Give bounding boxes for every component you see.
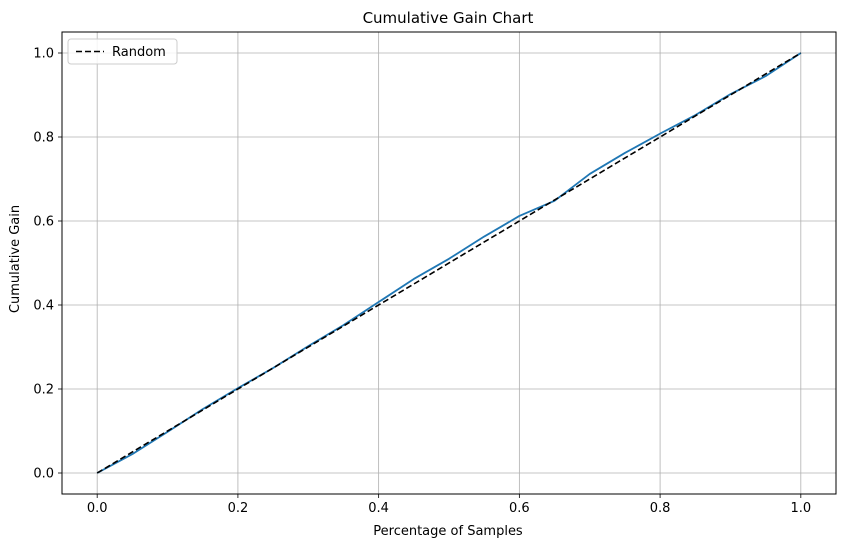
x-tick-label: 0.6 [509, 501, 530, 516]
y-tick-label: 1.0 [33, 47, 54, 62]
x-axis-ticks: 0.0 0.2 0.4 0.6 0.8 1.0 [87, 494, 811, 516]
chart-title: Cumulative Gain Chart [363, 9, 534, 27]
legend-box [67, 38, 178, 65]
plot-frame [61, 31, 837, 495]
y-tick-label: 0.0 [33, 467, 54, 482]
x-tick-label: 0.2 [228, 501, 249, 516]
y-axis-label: Cumulative Gain [8, 205, 23, 313]
series-layer [96, 52, 802, 474]
y-tick-label: 0.2 [33, 383, 54, 398]
random-baseline-line [96, 52, 802, 474]
y-axis-ticks: 0.0 0.2 0.4 0.6 0.8 1.0 [33, 47, 62, 482]
x-tick-label: 0.8 [650, 501, 671, 516]
x-tick-label: 0.0 [87, 501, 108, 516]
legend-label: Random [112, 45, 166, 60]
y-tick-label: 0.4 [33, 299, 54, 314]
x-axis-label: Percentage of Samples [373, 524, 523, 539]
y-tick-label: 0.8 [33, 131, 54, 146]
legend: Random [67, 38, 178, 65]
y-tick-label: 0.6 [33, 215, 54, 230]
x-tick-label: 1.0 [790, 501, 811, 516]
grid-lines [62, 32, 836, 494]
x-tick-label: 0.4 [368, 501, 389, 516]
